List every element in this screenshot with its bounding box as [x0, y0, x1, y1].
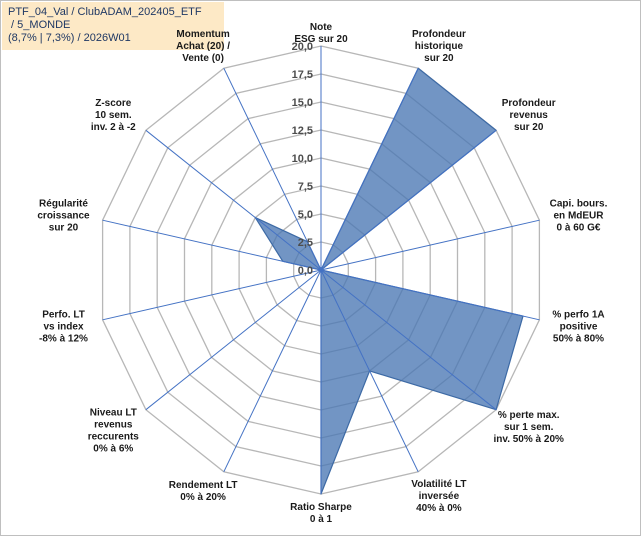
tick-label-4: 10,0: [292, 153, 313, 165]
axis-label-10-line-2: -8% à 12%: [39, 334, 88, 345]
axis-label-0-line-1: ESG sur 20: [294, 34, 348, 45]
axis-label-2-line-0: Profondeur: [502, 98, 556, 109]
chart-title-line-3: (8,7% | 7,3%) / 2026W01: [8, 32, 131, 44]
axis-label-6-line-0: Volatilité LT: [411, 479, 466, 490]
axis-label-3-line-1: en MdEUR: [554, 210, 605, 221]
spoke-8: [223, 269, 322, 473]
spoke-4: [320, 269, 540, 321]
tick-label-6: 15,0: [292, 97, 313, 109]
axis-label-7-line-0: Ratio Sharpe: [290, 502, 352, 513]
axis-label-0-line-0: Note: [310, 22, 333, 33]
tick-label-7: 17,5: [292, 69, 313, 81]
axis-label-11-line-2: sur 20: [49, 222, 79, 233]
axis-label-4-line-0: % perfo 1A: [552, 310, 604, 321]
axis-label-12-line-1: 10 sem.: [95, 110, 132, 121]
spoke-2: [320, 129, 497, 271]
axis-label-1-line-0: Profondeur: [412, 29, 466, 40]
axis-label-13-line-0: Momentum: [176, 29, 229, 40]
chart-title-box: PTF_04_Val / ClubADAM_202405_ETF / 5_MON…: [2, 2, 224, 50]
spoke-9: [145, 269, 322, 411]
spoke-5: [320, 269, 497, 411]
axis-label-6-line-2: 40% à 0%: [416, 503, 462, 514]
chart-title-line-2: / 5_MONDE: [8, 19, 71, 31]
axis-label-5-line-1: sur 1 sem.: [504, 422, 554, 433]
axis-label-8-line-1: 0% à 20%: [180, 492, 226, 503]
axis-label-9-line-0: Niveau LT: [90, 408, 137, 419]
axis-label-13-line-2: Vente (0): [182, 53, 224, 64]
spoke-11: [102, 219, 322, 271]
spoke-13: [223, 67, 322, 271]
chart-title-line-1: PTF_04_Val / ClubADAM_202405_ETF: [8, 6, 202, 18]
tick-label-0: 0,0: [298, 265, 313, 277]
axis-label-13-line-1: Achat (20) /: [176, 41, 230, 52]
axis-label-12-line-0: Z-score: [95, 98, 132, 109]
tick-label-2: 5,0: [298, 209, 313, 221]
axis-label-12-line-2: inv. 2 à -2: [91, 122, 136, 133]
spoke-1: [320, 67, 419, 271]
axis-label-5: % perte max.sur 1 sem.inv. 50% à 20%: [493, 410, 564, 445]
radar-tick-labels: 0,0 2,5 5,0 7,5 10,0 12,5 15,0 17,5 20,0: [292, 41, 313, 277]
axis-label-4-line-1: positive: [560, 322, 598, 333]
radar-spokes: [102, 46, 540, 494]
axis-label-10-line-0: Perfo. LT: [42, 310, 85, 321]
tick-label-5: 12,5: [292, 125, 313, 137]
axis-label-5-line-0: % perte max.: [498, 410, 560, 421]
axis-label-9-line-2: reccurents: [88, 432, 140, 443]
axis-label-2-line-2: sur 20: [514, 122, 544, 133]
axis-label-9-line-3: 0% à 6%: [93, 444, 133, 455]
axis-label-7-line-1: 0 à 1: [310, 514, 333, 525]
axis-label-8: Rendement LT0% à 20%: [169, 480, 238, 503]
axis-label-1-line-2: sur 20: [424, 53, 454, 64]
axis-label-3-line-2: 0 à 60 G€: [557, 222, 601, 233]
spoke-6: [320, 269, 419, 473]
axis-label-6-line-1: inversée: [419, 491, 460, 502]
tick-label-1: 2,5: [298, 237, 313, 249]
spoke-10: [102, 269, 322, 321]
spoke-12: [145, 129, 322, 271]
axis-label-11-line-0: Régularité: [39, 198, 88, 209]
axis-label-8-line-0: Rendement LT: [169, 480, 238, 491]
axis-label-5-line-2: inv. 50% à 20%: [493, 434, 564, 445]
spoke-3: [320, 219, 540, 271]
tick-label-3: 7,5: [298, 181, 313, 193]
axis-label-9-line-1: revenus: [94, 420, 133, 431]
axis-label-2-line-1: revenus: [510, 110, 549, 121]
tick-label-8: 20,0: [292, 41, 313, 53]
axis-label-1-line-1: historique: [415, 41, 464, 52]
axis-label-11-line-1: croissance: [37, 210, 90, 221]
axis-label-4-line-2: 50% à 80%: [553, 334, 604, 345]
axis-label-3-line-0: Capi. bours.: [550, 198, 608, 209]
axis-label-10-line-1: vs index: [43, 322, 83, 333]
